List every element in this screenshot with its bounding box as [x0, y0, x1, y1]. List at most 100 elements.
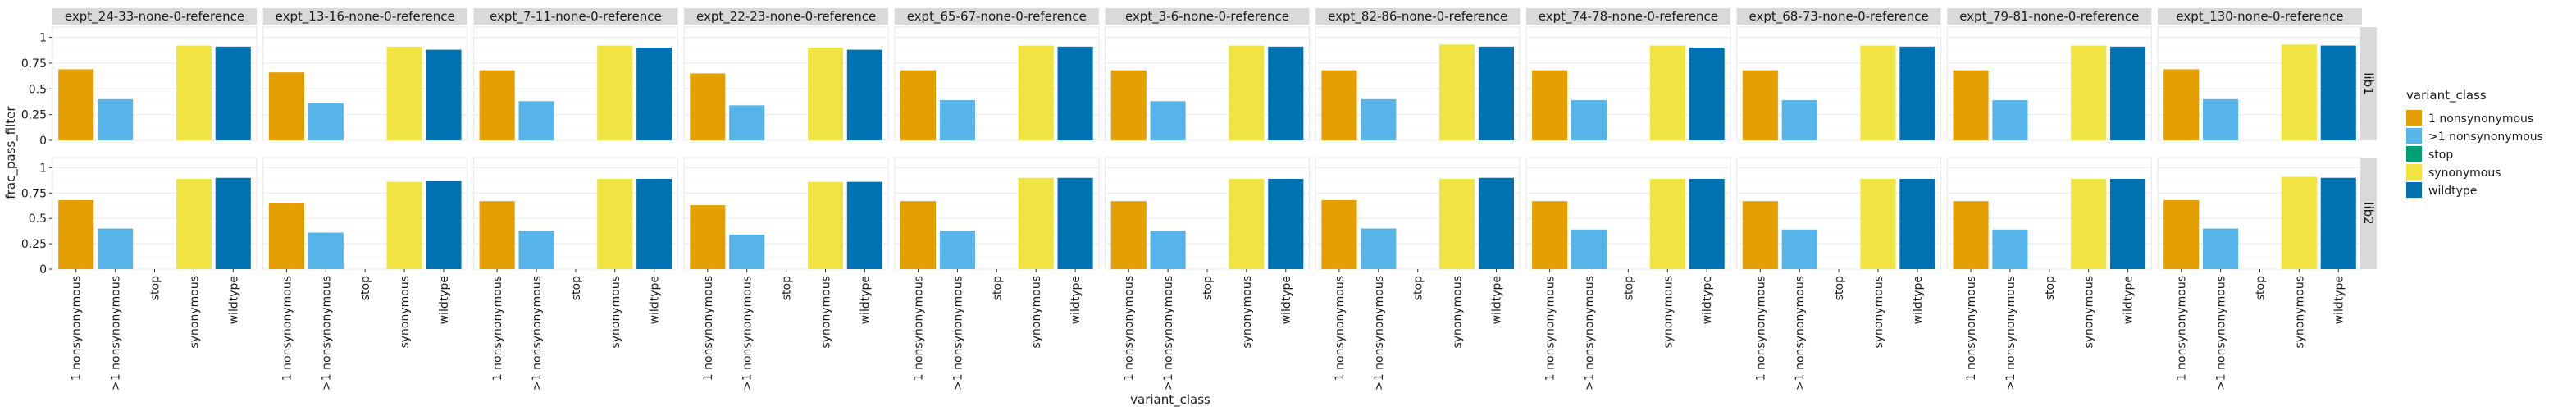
legend-title: variant_class [2406, 88, 2487, 103]
x-tick-label: stop [149, 276, 162, 300]
panel-lib2-expt-82-86-none-0-reference [1315, 157, 1521, 270]
bar-synonymous [176, 45, 212, 140]
panel-lib1-expt-79-81-none-0-reference [1946, 26, 2152, 141]
x-tick-label: wildtype [1912, 276, 1925, 324]
bar-1-nonsynonymous [1532, 201, 1568, 269]
bar-synonymous [1860, 45, 1896, 140]
bar-1-nonsynonymous [479, 70, 515, 140]
panel-lib1-expt-24-33-none-0-reference [52, 26, 258, 141]
panel-lib1-expt-13-16-none-0-reference [262, 26, 468, 141]
facet-strip-label: expt_68-73-none-0-reference [1749, 9, 1929, 25]
bar-1-nonsynonymous [1742, 70, 1778, 140]
x-tick-label: synonymous [2083, 276, 2096, 349]
x-tick-label: stop [1412, 276, 1425, 300]
bar-1-nonsynonymous [1361, 98, 1397, 140]
x-tick-label: wildtype [859, 276, 872, 324]
bar-1-nonsynonymous [518, 231, 554, 269]
x-tick-label: stop [2255, 276, 2268, 300]
y-tick-label: 1 [39, 162, 47, 175]
bar-wildtype [636, 48, 672, 140]
y-tick-label: 0.5 [29, 213, 47, 226]
bar-1-nonsynonymous [1110, 70, 1147, 140]
bar-1-nonsynonymous [939, 100, 975, 140]
bar-1-nonsynonymous [98, 228, 134, 269]
bar-wildtype [1268, 178, 1304, 269]
y-tick-label: 0.5 [29, 83, 47, 96]
facet-strip-expt-22-23-none-0-reference [684, 8, 889, 25]
panel-lib2-expt-13-16-none-0-reference [262, 157, 468, 270]
bar-synonymous [2281, 176, 2317, 269]
x-tick-label: >1 nonsynonymous [951, 276, 964, 391]
y-tick-label: 0 [39, 135, 47, 148]
bar-1-nonsynonymous [1532, 70, 1568, 140]
facet-strip-expt-74-78-none-0-reference [1525, 8, 1730, 25]
facet-strip-expt-13-16-none-0-reference [262, 8, 467, 25]
bar-wildtype [846, 49, 882, 140]
bar-synonymous [2071, 45, 2107, 140]
x-tick-label: wildtype [1701, 276, 1714, 324]
bar-1-nonsynonymous [2203, 98, 2239, 140]
bar-1-nonsynonymous [1992, 229, 2028, 269]
panel-lib2-expt-74-78-none-0-reference [1525, 157, 1731, 270]
bar-1-nonsynonymous [1953, 70, 1989, 140]
panel-lib2-expt-22-23-none-0-reference [683, 157, 889, 270]
panels-layer: expt_24-33-none-0-reference 0 0.25 0.5 0.75 1… [21, 8, 2377, 391]
facet-strip-expt-79-81-none-0-reference [1947, 8, 2152, 25]
x-axis-title: variant_class [1130, 392, 1210, 408]
row-strip-lib2 [2360, 158, 2377, 269]
bar-1-nonsynonymous [1742, 201, 1778, 269]
bar-synonymous [1018, 45, 1054, 140]
panel-lib1-expt-7-11-none-0-reference [472, 26, 678, 141]
panel-lib2-expt-130-none-0-reference [2157, 157, 2363, 270]
bar-1-nonsynonymous [900, 70, 937, 140]
bar-1-nonsynonymous [268, 203, 304, 269]
bar-wildtype [636, 178, 672, 269]
facet-strip-expt-130-none-0-reference [2158, 8, 2362, 25]
facet-strip-label: expt_22-23-none-0-reference [696, 9, 876, 25]
x-tick-label: stop [1201, 276, 1215, 300]
y-tick-label: 0 [39, 263, 47, 277]
panel-lib2-expt-7-11-none-0-reference [472, 157, 678, 270]
y-tick-label: 0.75 [21, 187, 47, 200]
bar-1-nonsynonymous [479, 201, 515, 269]
bar-1-nonsynonymous [1781, 229, 1817, 269]
bar-synonymous [1229, 45, 1265, 140]
x-tick-label: >1 nonsynonymous [320, 276, 333, 391]
x-tick-label: synonymous [1030, 276, 1043, 349]
facet-strip-expt-65-67-none-0-reference [894, 8, 1099, 25]
x-tick-label: stop [991, 276, 1004, 300]
panel-lib1-expt-74-78-none-0-reference [1525, 26, 1731, 141]
bar-synonymous [1439, 178, 1475, 269]
x-tick-label: 1 nonsynonymous [1965, 276, 1978, 381]
x-tick-label: >1 nonsynonymous [2215, 276, 2228, 391]
x-tick-label: 1 nonsynonymous [1334, 276, 1347, 381]
y-tick-label: 1 [39, 32, 47, 45]
bar-wildtype [2110, 46, 2146, 140]
bar-wildtype [1478, 177, 1515, 269]
legend-swatch-1-nonsynonymous [2406, 110, 2422, 126]
panel-lib1-expt-82-86-none-0-reference [1315, 26, 1521, 141]
panel-lib2-expt-65-67-none-0-reference [894, 157, 1100, 270]
bar-1-nonsynonymous [1150, 231, 1186, 269]
x-tick-label: 1 nonsynonymous [913, 276, 926, 381]
bar-wildtype [2320, 177, 2356, 269]
x-tick-label: >1 nonsynonymous [1584, 276, 1597, 391]
bar-wildtype [1899, 46, 1935, 140]
bar-synonymous [176, 178, 212, 269]
bar-synonymous [807, 48, 844, 140]
bar-wildtype [215, 177, 251, 269]
bar-synonymous [1018, 177, 1054, 269]
x-tick-label: wildtype [1069, 276, 1083, 324]
bar-1-nonsynonymous [1150, 101, 1186, 140]
bar-wildtype [2320, 45, 2356, 140]
y-tick-label: 0.25 [21, 238, 47, 251]
facet-strip-expt-24-33-none-0-reference [52, 8, 257, 25]
bar-synonymous [1649, 45, 1685, 140]
legend-label: 1 nonsynonymous [2428, 112, 2533, 126]
bar-1-nonsynonymous [1361, 228, 1397, 269]
bar-wildtype [426, 49, 462, 140]
bar-synonymous [1229, 178, 1265, 269]
bar-1-nonsynonymous [1781, 100, 1817, 140]
bar-wildtype [215, 46, 251, 140]
